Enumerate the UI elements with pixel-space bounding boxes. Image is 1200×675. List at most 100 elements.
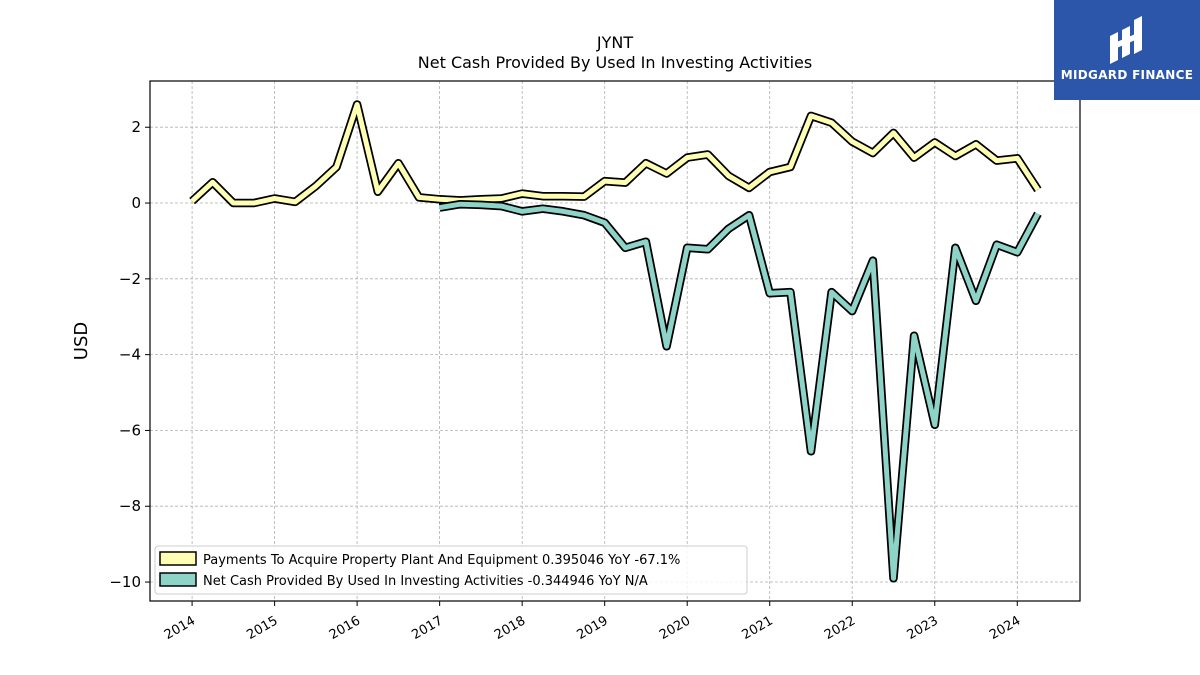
data-point-s1-15 xyxy=(747,213,752,218)
legend-swatch-investing xyxy=(159,572,197,587)
data-point-s1-21 xyxy=(870,258,875,263)
data-point-s0-41 xyxy=(1035,187,1040,192)
series-line-1 xyxy=(439,201,1041,581)
data-point-s0-35 xyxy=(912,155,917,160)
data-point-s0-30 xyxy=(809,113,814,118)
data-point-s1-29 xyxy=(1035,211,1040,216)
data-point-s0-12 xyxy=(437,197,442,202)
data-point-s1-16 xyxy=(767,291,772,296)
y-tick-label: −4 xyxy=(119,346,141,364)
data-point-s0-8 xyxy=(355,102,360,107)
data-point-s0-16 xyxy=(520,191,525,196)
data-point-s1-9 xyxy=(623,245,628,250)
data-point-s1-24 xyxy=(932,422,937,427)
data-point-s1-23 xyxy=(912,333,917,338)
data-point-s0-10 xyxy=(396,161,401,166)
data-point-s0-23 xyxy=(664,171,669,176)
data-point-s1-19 xyxy=(829,290,834,295)
x-tick-label: 2021 xyxy=(740,613,776,643)
data-point-s0-26 xyxy=(726,173,731,178)
data-point-s0-40 xyxy=(1015,156,1020,161)
data-point-s0-22 xyxy=(643,161,648,166)
data-point-s0-1 xyxy=(210,180,215,185)
data-point-s0-37 xyxy=(953,154,958,159)
data-point-s0-0 xyxy=(190,199,195,204)
x-tick-label: 2023 xyxy=(905,613,941,643)
legend-box xyxy=(154,545,748,595)
data-point-s0-21 xyxy=(623,180,628,185)
y-tick-label: −8 xyxy=(119,497,141,515)
data-point-s1-2 xyxy=(478,202,483,207)
data-point-s1-26 xyxy=(974,298,979,303)
data-point-s0-6 xyxy=(313,184,318,189)
data-point-s0-5 xyxy=(293,199,298,204)
data-point-s0-18 xyxy=(561,194,566,199)
data-point-s1-22 xyxy=(891,576,896,581)
data-point-s0-29 xyxy=(788,165,793,170)
data-point-s0-39 xyxy=(994,158,999,163)
x-tick-label: 2020 xyxy=(657,613,693,643)
data-point-s1-18 xyxy=(809,449,814,454)
data-point-s1-3 xyxy=(499,204,504,209)
data-point-s0-34 xyxy=(891,130,896,135)
data-point-s1-20 xyxy=(850,309,855,314)
legend-label-investing: Net Cash Provided By Used In Investing A… xyxy=(203,574,648,589)
x-tick-label: 2016 xyxy=(327,613,363,643)
data-point-s1-12 xyxy=(685,245,690,250)
data-point-s0-25 xyxy=(705,152,710,157)
chart-title: JYNT xyxy=(596,33,633,52)
legend-label-capex: Payments To Acquire Property Plant And E… xyxy=(203,553,680,568)
data-point-s0-17 xyxy=(540,194,545,199)
data-point-s1-27 xyxy=(994,242,999,247)
x-tick-label: 2017 xyxy=(409,613,445,643)
chart-subtitle: Net Cash Provided By Used In Investing A… xyxy=(418,53,812,72)
data-point-s1-4 xyxy=(520,209,525,214)
data-point-s0-27 xyxy=(747,185,752,190)
brand-logo: MIDGARD FINANCE xyxy=(1054,0,1200,100)
data-point-s0-32 xyxy=(850,139,855,144)
data-point-s1-10 xyxy=(643,239,648,244)
x-tick-label: 2015 xyxy=(244,613,280,643)
data-point-s0-19 xyxy=(582,194,587,199)
data-point-s1-6 xyxy=(561,209,566,214)
legend: Payments To Acquire Property Plant And E… xyxy=(154,545,748,595)
data-point-s0-15 xyxy=(499,196,504,201)
data-point-s1-25 xyxy=(953,245,958,250)
x-tick-label: 2014 xyxy=(162,613,198,643)
series-line-0 xyxy=(190,102,1040,206)
data-point-s0-11 xyxy=(417,195,422,200)
y-tick-label: 0 xyxy=(131,194,141,212)
data-point-s0-20 xyxy=(602,179,607,184)
data-point-s0-7 xyxy=(334,165,339,170)
data-point-s1-5 xyxy=(540,206,545,211)
data-point-s1-28 xyxy=(1015,250,1020,255)
data-point-s1-1 xyxy=(458,202,463,207)
data-point-s0-33 xyxy=(870,151,875,156)
data-point-s1-17 xyxy=(788,290,793,295)
data-point-s0-24 xyxy=(685,155,690,160)
brand-mark-icon xyxy=(1110,16,1142,64)
data-point-s0-9 xyxy=(375,189,380,194)
data-point-s1-14 xyxy=(726,226,731,231)
x-tick-label: 2024 xyxy=(987,613,1023,643)
y-tick-label: −2 xyxy=(119,270,141,288)
brand-name: MIDGARD FINANCE xyxy=(1060,68,1194,82)
x-tick-label: 2019 xyxy=(575,613,611,643)
data-point-s0-36 xyxy=(932,140,937,145)
series-lines xyxy=(189,100,1042,583)
data-point-s1-13 xyxy=(705,247,710,252)
data-point-s1-8 xyxy=(602,220,607,225)
y-tick-label: −10 xyxy=(109,573,141,591)
legend-swatch-capex xyxy=(159,551,197,566)
series-outline-1 xyxy=(438,199,1042,583)
y-tick-label: −6 xyxy=(119,421,141,439)
data-point-s0-2 xyxy=(231,201,236,206)
data-point-s0-4 xyxy=(272,196,277,201)
data-point-s1-11 xyxy=(664,344,669,349)
y-tick-label: 2 xyxy=(131,118,141,136)
data-point-s0-31 xyxy=(829,120,834,125)
x-tick-label: 2018 xyxy=(492,613,528,643)
plot-frame xyxy=(149,80,1081,602)
data-point-s0-28 xyxy=(767,170,772,175)
